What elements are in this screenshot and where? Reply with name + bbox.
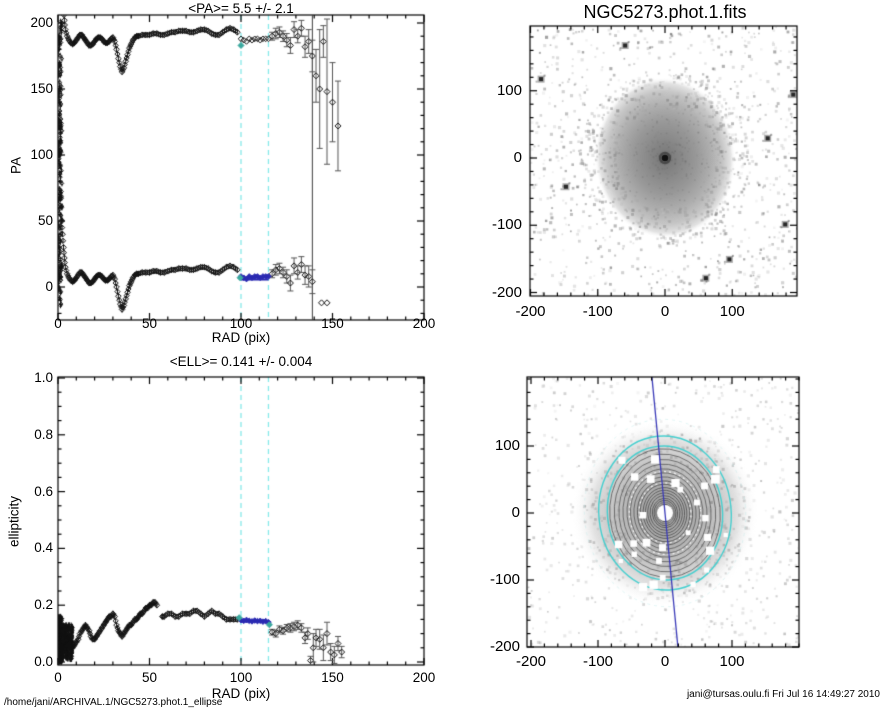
footer-file-path: /home/jani/ARCHIVAL.1/NGC5273.phot.1_ell… — [4, 697, 223, 708]
x-tick-label: 50 — [141, 316, 158, 331]
x-tick-label: 150 — [321, 316, 344, 331]
ell-x-axis-label: RAD (pix) — [211, 686, 271, 701]
x-tick-label: 200 — [412, 670, 436, 685]
pa-plot-title: <PA>= 5.5 +/- 2.1 — [188, 1, 294, 16]
y-tick-label: -200 — [491, 283, 522, 301]
y-tick-label: 1.0 — [34, 370, 53, 385]
x-tick-label: 150 — [321, 670, 344, 685]
y-tick-label: 50 — [37, 213, 53, 228]
x-tick-label: -100 — [582, 653, 614, 670]
x-tick-label: 0 — [54, 670, 62, 685]
y-tick-label: 0.0 — [34, 654, 53, 669]
y-tick-label: -200 — [489, 638, 520, 655]
y-tick-label: 150 — [30, 81, 53, 96]
x-tick-label: 200 — [412, 316, 436, 331]
y-tick-label: 0.8 — [34, 426, 53, 442]
x-tick-label: 50 — [141, 670, 158, 685]
y-tick-label: -100 — [491, 216, 522, 234]
x-tick-label: 100 — [229, 670, 253, 685]
x-tick-label: -100 — [582, 303, 613, 320]
footer-user-timestamp: jani@tursas.oulu.fi Fri Jul 16 14:49:27 … — [686, 689, 880, 700]
x-tick-label: 100 — [719, 303, 745, 320]
y-tick-label: 0.4 — [34, 540, 53, 556]
y-tick-label: 0 — [45, 279, 53, 294]
y-tick-label: 0 — [513, 149, 522, 166]
y-tick-label: 0 — [511, 504, 520, 521]
y-tick-label: 100 — [30, 147, 53, 162]
y-tick-label: 200 — [30, 15, 53, 30]
y-tick-label: 0.2 — [34, 597, 53, 613]
fits-image-title: NGC5273.phot.1.fits — [583, 2, 747, 22]
x-tick-label: -200 — [515, 653, 547, 670]
x-tick-label: 0 — [660, 303, 670, 320]
y-tick-label: 100 — [494, 437, 520, 454]
x-tick-label: 100 — [719, 653, 745, 670]
x-tick-label: -200 — [515, 303, 546, 320]
y-tick-label: 100 — [496, 81, 522, 99]
x-tick-label: 0 — [54, 316, 62, 331]
pa-x-axis-label: RAD (pix) — [211, 330, 271, 345]
x-tick-label: 0 — [660, 653, 670, 670]
y-tick-label: -100 — [489, 571, 520, 588]
ell-plot-title: <ELL>= 0.141 +/- 0.004 — [169, 354, 313, 369]
y-tick-label: 0.6 — [34, 483, 53, 499]
x-tick-label: 100 — [229, 316, 253, 331]
